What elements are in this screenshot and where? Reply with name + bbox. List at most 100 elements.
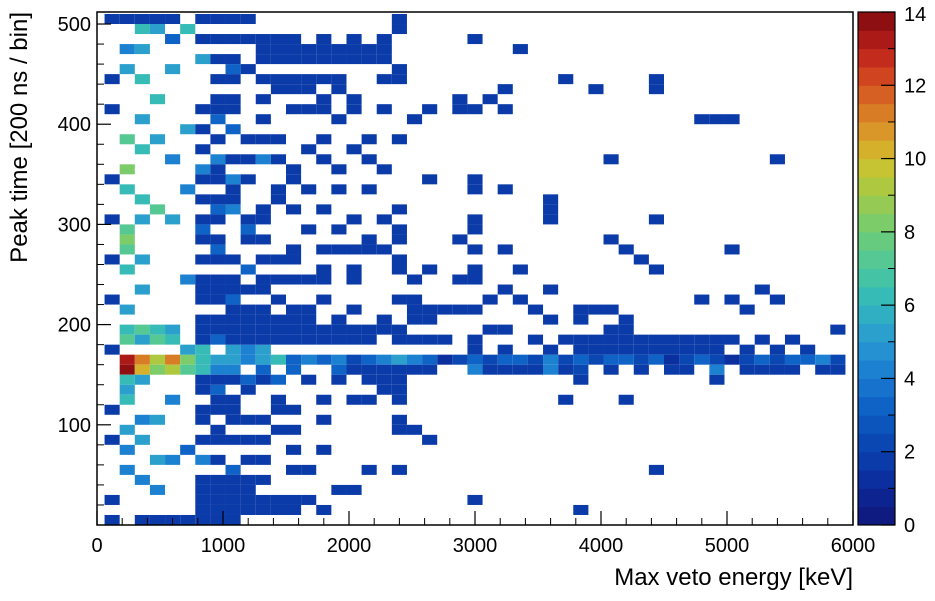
heatmap-cell	[210, 314, 226, 325]
colorbar-tick-label: 8	[904, 222, 915, 244]
heatmap-cell	[240, 494, 256, 505]
heatmap-cell	[301, 314, 317, 325]
heatmap-cell	[119, 164, 135, 175]
heatmap-cell	[543, 344, 559, 355]
heatmap-cell	[331, 84, 347, 95]
heatmap-cell	[618, 354, 634, 365]
heatmap-cell	[648, 74, 664, 85]
y-axis: 100 200 300 400 500	[58, 14, 111, 506]
x-tick-label: 6000	[831, 535, 876, 557]
heatmap-cell	[134, 324, 150, 335]
heatmap-cell	[286, 334, 302, 345]
heatmap-cell	[134, 214, 150, 225]
heatmap-cell	[210, 194, 226, 205]
heatmap-cell	[225, 64, 241, 75]
heatmap-cell	[301, 494, 317, 505]
heatmap-cell	[165, 394, 181, 405]
heatmap-cell	[422, 104, 438, 115]
heatmap-cell	[422, 174, 438, 185]
heatmap-cell	[240, 504, 256, 515]
heatmap-cell	[467, 274, 483, 285]
heatmap-cell	[784, 354, 801, 365]
heatmap-cell	[149, 14, 166, 25]
heatmap-cell	[361, 44, 377, 55]
heatmap-cell	[830, 354, 846, 365]
heatmap-cell	[240, 174, 256, 185]
heatmap-cell	[648, 464, 664, 475]
heatmap-cell	[316, 334, 332, 345]
heatmap-cell	[286, 364, 302, 375]
heatmap-cell	[406, 354, 423, 365]
heatmap-cell	[240, 134, 256, 145]
heatmap-cell	[134, 194, 150, 205]
heatmap-cell	[422, 264, 438, 275]
heatmap-cell	[119, 184, 135, 195]
heatmap-cell	[210, 484, 226, 495]
heatmap-cell	[165, 324, 181, 335]
heatmap-cell	[286, 314, 302, 325]
heatmap-cell	[709, 374, 725, 385]
heatmap-cell	[346, 104, 362, 115]
heatmap-cell	[225, 304, 241, 315]
heatmap-cell	[467, 354, 483, 365]
heatmap-cell	[195, 494, 211, 505]
heatmap-cell	[134, 334, 150, 345]
heatmap-cell	[195, 124, 211, 135]
heatmap-cell	[195, 224, 211, 235]
heatmap-cell	[286, 324, 302, 335]
heatmap-cell	[255, 204, 271, 215]
heatmap-cell	[270, 314, 286, 325]
colorbar-swatch	[858, 176, 895, 196]
heatmap-cell	[240, 354, 256, 365]
heatmap-cell	[406, 294, 423, 305]
heatmap-cell	[270, 44, 286, 55]
heatmap-cell	[240, 414, 256, 425]
heatmap-cell	[316, 34, 332, 45]
heatmap-cell	[391, 334, 407, 345]
heatmap-cell	[603, 354, 619, 365]
heatmap-cell	[119, 424, 135, 435]
heatmap-cell	[225, 34, 241, 45]
heatmap-cell	[648, 334, 664, 345]
heatmap-cell	[391, 374, 407, 385]
heatmap-cell	[543, 194, 559, 205]
heatmap-cell	[527, 334, 544, 345]
heatmap-cell	[210, 334, 226, 345]
heatmap-cell	[376, 324, 392, 335]
colorbar-swatch	[858, 488, 895, 508]
heatmap-cell	[618, 394, 634, 405]
heatmap-cell	[754, 284, 770, 295]
heatmap-cell	[301, 274, 317, 285]
heatmap-cell	[376, 164, 392, 175]
heatmap-cell	[195, 354, 211, 365]
heatmap-cell	[301, 354, 317, 365]
heatmap-cell	[240, 434, 256, 445]
heatmap-cell	[225, 404, 241, 415]
heatmap-cell	[361, 134, 377, 145]
heatmap-cell	[195, 404, 211, 415]
heatmap-cell	[119, 44, 135, 55]
heatmap-cell	[664, 364, 680, 375]
heatmap-cell	[195, 14, 211, 25]
heatmap-cell	[316, 44, 332, 55]
heatmap-cell	[255, 304, 271, 315]
heatmap-cell	[618, 244, 634, 255]
heatmap-cell	[543, 364, 559, 375]
heatmap-cell	[679, 364, 695, 375]
colorbar-tick-label: 4	[904, 368, 915, 390]
heatmap-cell	[210, 324, 226, 335]
heatmap-cell	[255, 54, 271, 65]
heatmap-cell	[331, 44, 347, 55]
heatmap-cell	[240, 384, 256, 395]
heatmap-cell	[694, 334, 710, 345]
heatmap-cell	[603, 334, 619, 345]
heatmap-cell	[512, 354, 528, 365]
heatmap-cell	[331, 164, 347, 175]
heatmap-cell	[255, 474, 271, 485]
heatmap-cell	[376, 364, 392, 375]
heatmap-cell	[225, 464, 241, 475]
heatmap-cell	[558, 364, 574, 375]
heatmap-cell	[301, 84, 317, 95]
heatmap-cell	[316, 444, 332, 455]
